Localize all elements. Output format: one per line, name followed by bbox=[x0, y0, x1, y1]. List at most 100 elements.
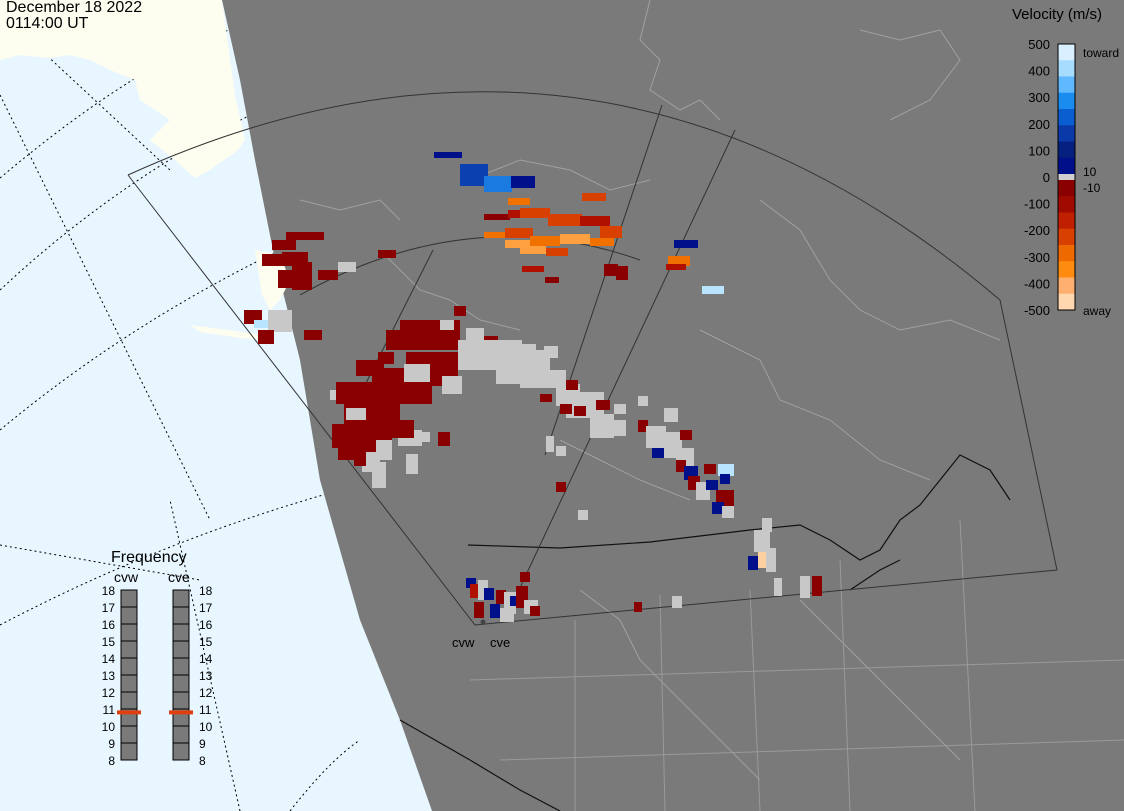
velocity-cell bbox=[460, 174, 488, 186]
velocity-cell bbox=[680, 430, 692, 440]
colorbar-segment-toward bbox=[1058, 109, 1075, 126]
frequency-scale-label: 14 bbox=[199, 652, 213, 666]
frequency-scale-label: 9 bbox=[199, 737, 206, 751]
velocity-cell bbox=[666, 264, 686, 270]
colorbar-frame bbox=[1057, 43, 1076, 311]
velocity-cell bbox=[522, 266, 544, 272]
velocity-cell bbox=[484, 232, 506, 238]
frequency-title: Frequency bbox=[111, 549, 187, 566]
velocity-cell bbox=[404, 364, 434, 382]
fov-outlines bbox=[127, 91, 1058, 626]
colorbar-tick-label: 400 bbox=[1028, 64, 1050, 79]
velocity-cell bbox=[346, 408, 366, 420]
frequency-scale-label: 10 bbox=[199, 720, 213, 734]
frequency-scale-label: 15 bbox=[102, 635, 116, 649]
colorbar-tick-label: -400 bbox=[1024, 276, 1050, 291]
colorbar-tick-label: 500 bbox=[1028, 37, 1050, 52]
velocity-cell bbox=[470, 584, 480, 598]
frequency-scale-label: 13 bbox=[199, 669, 213, 683]
velocity-cell bbox=[508, 210, 528, 218]
velocity-cell bbox=[466, 328, 484, 340]
velocity-cell bbox=[530, 236, 560, 246]
frequency-scale-label: 8 bbox=[108, 754, 115, 768]
frequency-marker bbox=[169, 710, 193, 715]
velocity-cell bbox=[338, 262, 356, 272]
colorbar-end-label: toward bbox=[1083, 46, 1119, 60]
night-shade bbox=[222, 0, 1124, 811]
coastlines bbox=[299, 0, 1001, 781]
velocity-cell bbox=[484, 588, 494, 600]
velocity-cell bbox=[318, 270, 338, 280]
velocity-cell bbox=[774, 578, 782, 596]
velocity-cell bbox=[638, 396, 648, 406]
velocity-cell bbox=[438, 432, 450, 446]
velocity-cell bbox=[372, 462, 386, 488]
colorbar-tick-label: 0 bbox=[1043, 170, 1050, 185]
frequency-scale-label: 18 bbox=[102, 584, 116, 598]
frequency-scale-label: 12 bbox=[102, 686, 116, 700]
velocity-cell bbox=[354, 452, 366, 466]
velocity-cell bbox=[712, 502, 724, 514]
velocity-cell bbox=[556, 446, 566, 456]
state-boundaries bbox=[469, 519, 1124, 811]
velocity-cell bbox=[548, 214, 582, 226]
frequency-scale-label: 17 bbox=[199, 601, 213, 615]
velocity-cell bbox=[278, 270, 294, 288]
colorbar-tick-label: -200 bbox=[1024, 223, 1050, 238]
velocity-cell bbox=[580, 216, 610, 226]
velocity-cell bbox=[582, 193, 606, 201]
date-label: December 18 2022 bbox=[6, 0, 143, 16]
velocity-cell bbox=[511, 176, 535, 188]
velocity-cell bbox=[718, 464, 734, 476]
velocity-cell bbox=[664, 408, 678, 422]
velocity-cell bbox=[676, 460, 686, 472]
velocity-cell bbox=[722, 506, 734, 518]
velocity-cell bbox=[556, 482, 566, 492]
colorbar-segment-toward bbox=[1058, 92, 1075, 110]
velocity-cell bbox=[800, 576, 810, 598]
colorbar-segment-away bbox=[1058, 180, 1075, 197]
frequency-panel: 18 17 16 15 14 13 12 11 10 9 8 18 17 16 15 14 13 12 11 10 9 8 bbox=[102, 584, 213, 768]
colorbar-segment-toward bbox=[1058, 141, 1075, 159]
velocity-cell bbox=[268, 310, 292, 332]
frequency-scale-label: 16 bbox=[102, 618, 116, 632]
velocity-cell bbox=[604, 420, 626, 436]
colorbar-segment-away bbox=[1058, 293, 1075, 311]
alaska-land bbox=[0, 0, 245, 178]
frequency-radar-label-cve: cve bbox=[168, 569, 190, 585]
aleutian-land bbox=[190, 325, 265, 340]
velocity-cell bbox=[590, 238, 614, 246]
colorbar-zero-band bbox=[1058, 174, 1075, 180]
velocity-cell bbox=[508, 198, 530, 205]
colorbar-tick-label: -100 bbox=[1024, 197, 1050, 212]
colorbar-tick-label: 100 bbox=[1028, 143, 1050, 158]
colorbar-tick-label: -500 bbox=[1024, 303, 1050, 318]
velocity-cell bbox=[652, 448, 664, 458]
colorbar-segment-toward bbox=[1058, 44, 1075, 61]
velocity-cell bbox=[510, 596, 520, 606]
velocity-cell bbox=[376, 440, 392, 460]
velocity-cell bbox=[614, 404, 626, 414]
radar-site-label-cvw: cvw bbox=[452, 635, 475, 650]
velocity-cell bbox=[634, 602, 642, 612]
frequency-scale-label: 17 bbox=[102, 601, 116, 615]
colorbar-tick-label: -300 bbox=[1024, 250, 1050, 265]
velocity-cell bbox=[574, 406, 586, 416]
velocity-cell bbox=[540, 394, 552, 402]
velocity-cell bbox=[566, 380, 578, 390]
colorbar-end-label: 10 bbox=[1083, 165, 1097, 179]
velocity-cell bbox=[762, 518, 772, 532]
velocity-cell bbox=[704, 464, 716, 474]
velocity-cell bbox=[812, 576, 822, 596]
colorbar-segment-toward bbox=[1058, 157, 1075, 175]
velocity-cell bbox=[378, 250, 396, 258]
colorbar-segment-away bbox=[1058, 245, 1075, 262]
frequency-scale-label: 8 bbox=[199, 754, 206, 768]
velocity-cell bbox=[500, 608, 514, 622]
frequency-scale-label: 9 bbox=[108, 737, 115, 751]
velocity-colorbar: 500 400 300 200 100 0 -100 -200 -300 -400 -500 towa… bbox=[1024, 37, 1119, 318]
velocity-cell bbox=[440, 320, 454, 330]
velocity-cell bbox=[258, 330, 274, 344]
colorbar-segment-away bbox=[1058, 261, 1075, 278]
